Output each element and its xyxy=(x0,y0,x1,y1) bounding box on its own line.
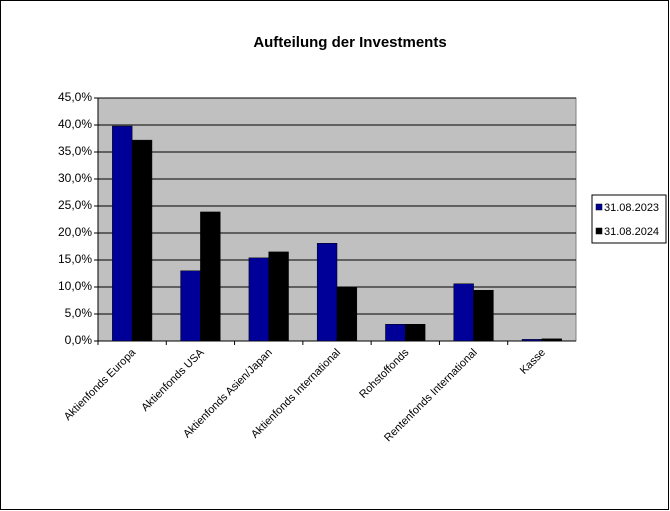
bar xyxy=(200,211,221,342)
y-tick-label: 5,0% xyxy=(65,306,93,320)
bar xyxy=(541,338,562,342)
legend-label: 31.08.2024 xyxy=(604,226,659,238)
bar xyxy=(316,243,338,342)
y-tick-label: 10,0% xyxy=(58,279,92,293)
bar xyxy=(385,324,406,342)
legend-swatch xyxy=(595,203,603,211)
y-tick-label: 40,0% xyxy=(58,117,92,131)
bar xyxy=(521,339,543,342)
legend-box xyxy=(591,194,667,244)
bar xyxy=(112,125,133,342)
bar xyxy=(268,251,289,342)
y-tick-label: 35,0% xyxy=(58,144,92,158)
y-tick-label: 20,0% xyxy=(58,225,92,239)
y-tick-label: 30,0% xyxy=(58,171,92,185)
legend-swatch xyxy=(595,227,603,235)
bar xyxy=(453,283,474,342)
bar xyxy=(405,324,426,342)
bar xyxy=(248,257,269,342)
y-tick-label: 25,0% xyxy=(58,198,92,212)
y-tick-label: 15,0% xyxy=(58,252,92,266)
bar xyxy=(336,286,358,342)
y-tick-label: 0,0% xyxy=(65,333,93,347)
y-tick-label: 45,0% xyxy=(58,90,92,104)
bar xyxy=(473,289,494,342)
chart-title: Aufteilung der Investments xyxy=(253,34,446,51)
bar xyxy=(131,139,153,342)
bar xyxy=(180,270,201,342)
legend-label: 31.08.2023 xyxy=(604,202,659,214)
